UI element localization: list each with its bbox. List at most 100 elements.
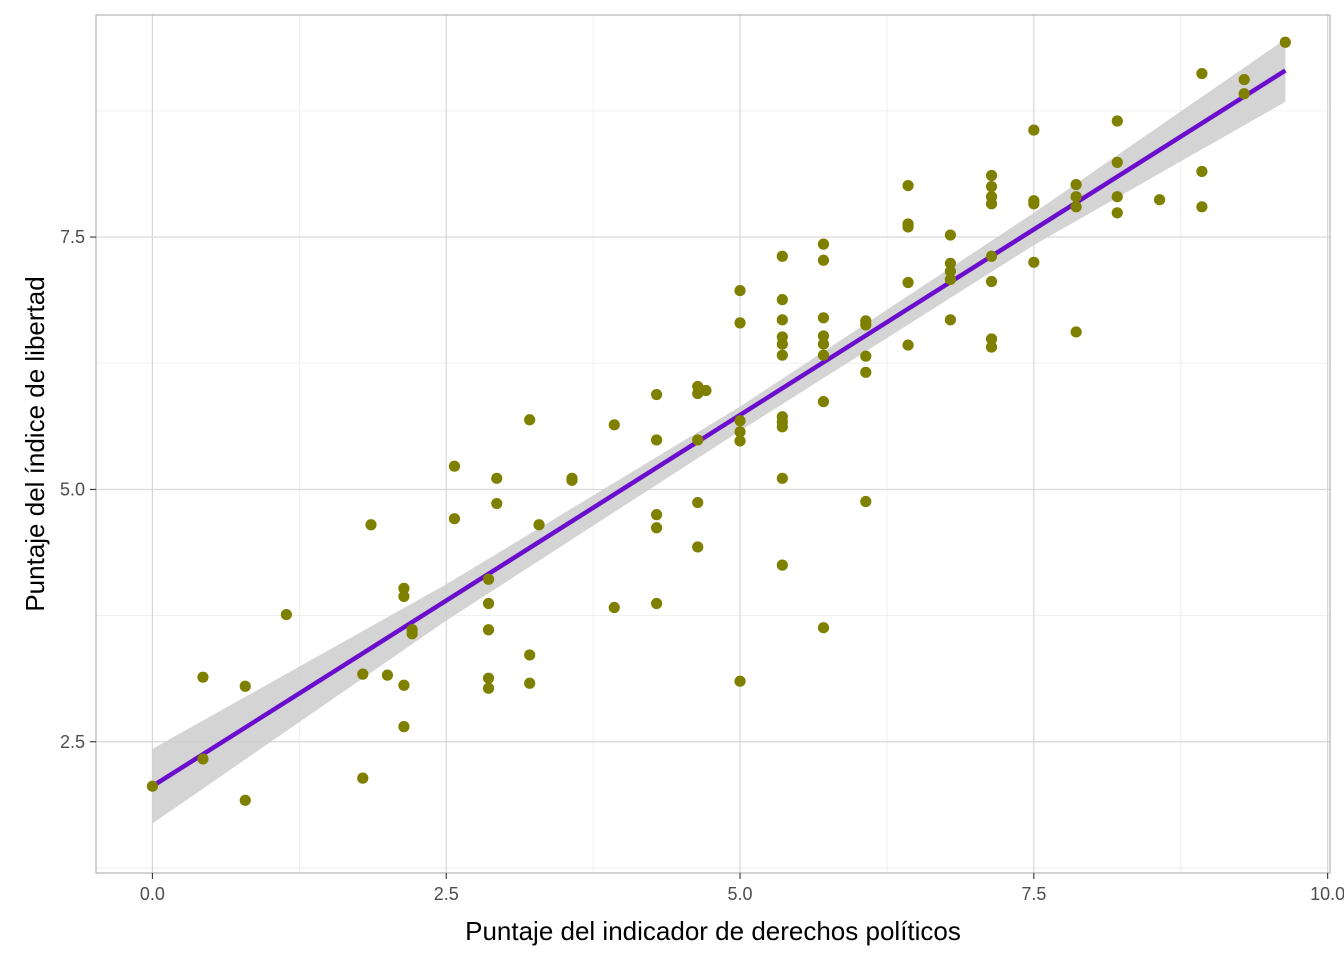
data-point (482, 672, 495, 684)
data-point (734, 415, 746, 427)
data-point (734, 675, 746, 687)
x-tick-label: 10.0 (1310, 884, 1344, 904)
data-point (776, 314, 788, 326)
x-tick-label: 2.5 (434, 884, 459, 904)
plot-panel-border (95, 14, 1331, 874)
data-point (357, 668, 369, 680)
data-point (944, 257, 956, 269)
data-point (650, 597, 663, 610)
data-point (1028, 198, 1040, 210)
point-layer (146, 36, 1291, 806)
data-point (692, 434, 704, 446)
data-point (1028, 124, 1040, 136)
x-tick-label: 0.0 (140, 884, 165, 904)
data-point (1070, 178, 1082, 191)
data-point (734, 426, 746, 438)
data-point (860, 366, 872, 378)
data-point (692, 496, 704, 509)
data-point (776, 421, 788, 433)
data-point (985, 198, 998, 210)
data-point (239, 794, 251, 806)
y-tick-label: 5.0 (60, 479, 85, 499)
data-point (1153, 194, 1166, 206)
data-point (902, 339, 914, 351)
data-point (608, 419, 620, 431)
data-point (860, 319, 872, 331)
y-axis-title: Puntaje del índice de libertad (20, 276, 50, 611)
data-point (280, 608, 292, 621)
data-point (197, 671, 209, 683)
data-point (776, 338, 788, 350)
band-layer (152, 39, 1286, 824)
data-point (1279, 36, 1291, 48)
data-point (398, 721, 410, 733)
data-point (1238, 74, 1250, 86)
data-point (398, 590, 410, 603)
data-point (1238, 88, 1250, 100)
data-point (985, 181, 998, 193)
regression-line (151, 68, 1287, 789)
data-point (860, 350, 872, 362)
data-point (1070, 326, 1082, 338)
data-point (398, 582, 410, 594)
data-point (365, 519, 377, 531)
data-point (817, 254, 830, 266)
data-point (985, 250, 998, 262)
y-tick-label: 2.5 (60, 732, 85, 752)
data-point (1111, 191, 1123, 203)
data-point (482, 573, 495, 585)
data-point (608, 601, 620, 614)
data-point (482, 597, 495, 610)
data-point (1070, 201, 1082, 213)
data-point (776, 349, 788, 361)
data-point (776, 250, 788, 262)
data-point (482, 682, 495, 694)
data-point (734, 317, 746, 329)
data-point (239, 680, 251, 692)
data-point (524, 677, 536, 689)
data-point (817, 622, 830, 634)
data-point (1070, 191, 1082, 203)
data-point (776, 559, 788, 571)
data-point (406, 628, 418, 640)
confidence-band (152, 39, 1286, 824)
data-point (566, 474, 578, 486)
data-point (1196, 67, 1208, 80)
y-tick-label: 7.5 (60, 227, 85, 247)
data-point (817, 312, 830, 324)
line-layer (151, 68, 1287, 789)
data-point (533, 519, 545, 531)
data-point (146, 780, 159, 792)
data-point (860, 495, 872, 508)
data-point (985, 341, 998, 353)
data-point (381, 669, 394, 681)
data-point (491, 497, 503, 510)
data-point (524, 414, 536, 426)
data-point (817, 338, 830, 350)
data-point (902, 276, 914, 289)
data-point (1111, 115, 1123, 127)
data-point (902, 221, 914, 233)
data-point (398, 679, 410, 691)
axis-layer: 0.0 2.5 5.0 7.5 10.0 2.5 5.0 7.5 (60, 227, 1344, 904)
data-point (524, 649, 536, 661)
x-tick-label: 5.0 (728, 884, 753, 904)
grid-layer (96, 15, 1330, 873)
data-point (944, 314, 956, 326)
data-point (734, 435, 746, 447)
data-point (1196, 165, 1208, 178)
data-point (734, 284, 746, 297)
data-point (776, 472, 788, 484)
data-point (197, 753, 209, 765)
data-point (944, 273, 956, 286)
data-point (985, 275, 998, 288)
data-point (902, 179, 914, 192)
data-point (650, 388, 663, 401)
data-point (1111, 156, 1123, 168)
data-point (817, 330, 830, 342)
data-point (944, 229, 956, 241)
data-point (650, 434, 663, 446)
data-point (817, 396, 830, 408)
data-point (1111, 207, 1123, 219)
